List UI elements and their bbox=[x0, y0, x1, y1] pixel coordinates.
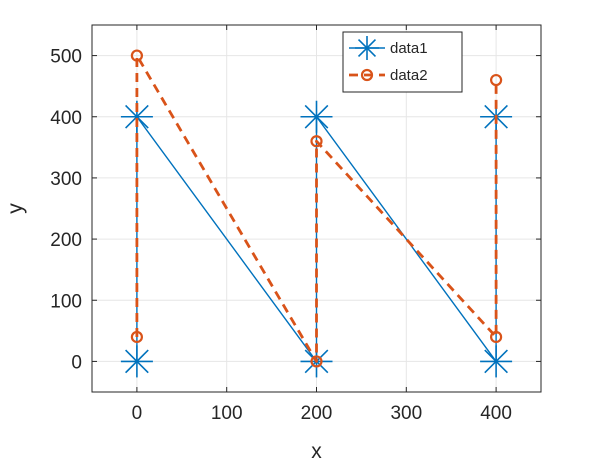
data-point bbox=[490, 73, 503, 87]
data-point bbox=[310, 355, 323, 368]
data-point bbox=[490, 330, 503, 344]
x-tick-label: 300 bbox=[390, 403, 422, 424]
legend-entry: data2 bbox=[349, 67, 428, 84]
x-tick-label: 0 bbox=[132, 403, 143, 424]
legend-box bbox=[342, 31, 463, 93]
legend-entry: data1 bbox=[349, 36, 428, 60]
x-tick-label: 200 bbox=[301, 403, 333, 424]
x-tick-label: 400 bbox=[480, 403, 512, 424]
data-point bbox=[300, 100, 333, 133]
x-tick-label: 100 bbox=[211, 403, 243, 424]
data-point bbox=[120, 345, 153, 378]
legend-label: data2 bbox=[390, 67, 428, 84]
data-point bbox=[130, 330, 143, 344]
y-tick-label: 400 bbox=[50, 108, 82, 129]
y-tick-label: 100 bbox=[50, 291, 82, 312]
legend-marker bbox=[355, 36, 379, 60]
y-axis-label: y bbox=[4, 203, 27, 214]
ticks: 0 100 200 300 400 0 100 200 300 400 500 bbox=[50, 25, 541, 424]
x-axis-label: x bbox=[311, 440, 322, 463]
y-tick-label: 0 bbox=[71, 352, 82, 373]
y-tick-label: 500 bbox=[50, 47, 82, 68]
data-point bbox=[130, 49, 143, 62]
data-point bbox=[310, 135, 323, 148]
y-tick-label: 200 bbox=[50, 230, 82, 251]
y-tick-label: 300 bbox=[50, 169, 82, 190]
series-layer bbox=[120, 49, 513, 378]
legend: data1 data2 bbox=[342, 31, 463, 93]
legend-marker bbox=[360, 68, 374, 82]
series-data2 bbox=[130, 49, 503, 368]
legend-label: data1 bbox=[390, 40, 428, 57]
data-point bbox=[480, 345, 513, 378]
